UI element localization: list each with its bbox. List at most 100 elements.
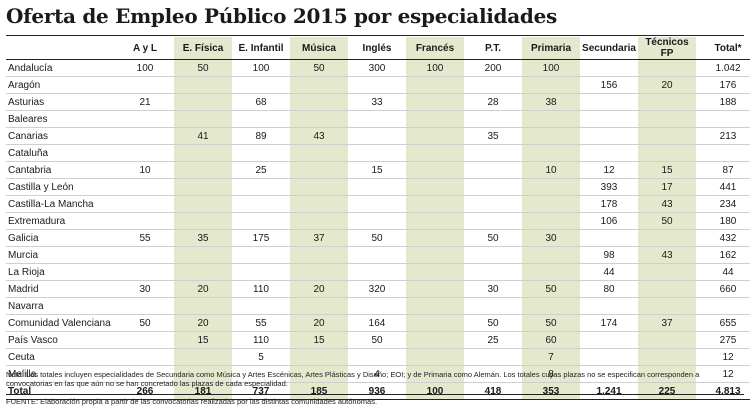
value-cell: 15 <box>174 331 232 349</box>
value-cell <box>638 127 696 145</box>
value-cell: 432 <box>696 229 750 247</box>
value-cell <box>232 263 290 281</box>
region-cell: Castilla-La Mancha <box>6 195 116 213</box>
value-cell: 100 <box>406 382 464 400</box>
value-cell <box>464 110 522 128</box>
value-cell <box>290 144 348 162</box>
value-cell: 737 <box>232 382 290 400</box>
value-cell <box>116 178 174 196</box>
value-cell <box>232 110 290 128</box>
value-cell: 30 <box>116 280 174 298</box>
region-cell: Cantabria <box>6 161 116 179</box>
value-cell <box>406 161 464 179</box>
column-header: Primaria <box>522 37 580 60</box>
value-cell: 50 <box>638 212 696 230</box>
value-cell <box>290 93 348 111</box>
value-cell: 17 <box>638 178 696 196</box>
value-cell: 441 <box>696 178 750 196</box>
value-cell: 44 <box>696 263 750 281</box>
value-cell <box>406 144 464 162</box>
value-cell: 418 <box>464 382 522 400</box>
value-cell <box>348 263 406 281</box>
value-cell <box>522 246 580 264</box>
value-cell: 55 <box>232 314 290 332</box>
table-row: Comunidad Valenciana 50 20 55 20 164 50 50 174 37… <box>6 314 750 332</box>
value-cell <box>116 212 174 230</box>
value-cell <box>406 212 464 230</box>
column-header: Técnicos FP <box>638 37 696 60</box>
value-cell <box>116 76 174 94</box>
value-cell: 4.813 <box>696 382 750 400</box>
value-cell <box>696 297 750 315</box>
value-cell <box>522 297 580 315</box>
table-row: País Vasco 15 110 15 50 25 60 275 <box>6 331 750 349</box>
region-cell: Ceuta <box>6 348 116 366</box>
table-title: Oferta de Empleo Público 2015 por especi… <box>6 4 557 28</box>
value-cell <box>464 76 522 94</box>
value-cell <box>116 348 174 366</box>
value-cell <box>348 76 406 94</box>
column-header: E. Física <box>174 37 232 60</box>
value-cell <box>290 297 348 315</box>
value-cell: 50 <box>348 229 406 247</box>
value-cell: 393 <box>580 178 638 196</box>
employment-table: A y L E. Física E. Infantil Música Inglés Fra… <box>6 37 750 400</box>
value-cell: 200 <box>464 59 522 77</box>
value-cell: 80 <box>580 280 638 298</box>
value-cell: 106 <box>580 212 638 230</box>
value-cell: 180 <box>696 212 750 230</box>
column-header: Francés <box>406 37 464 60</box>
value-cell: 5 <box>232 348 290 366</box>
value-cell: 50 <box>174 59 232 77</box>
column-header: Secundaria <box>580 37 638 60</box>
value-cell <box>464 348 522 366</box>
value-cell <box>348 127 406 145</box>
value-cell <box>580 110 638 128</box>
value-cell <box>116 331 174 349</box>
value-cell: 100 <box>406 59 464 77</box>
value-cell <box>464 161 522 179</box>
value-cell: 28 <box>464 93 522 111</box>
table-body: Andalucía 100 50 100 50 300 100 200 100 1.042 Arag… <box>6 59 750 400</box>
value-cell <box>116 195 174 213</box>
value-cell <box>116 127 174 145</box>
value-cell <box>290 161 348 179</box>
value-cell <box>406 348 464 366</box>
value-cell <box>116 263 174 281</box>
value-cell <box>290 76 348 94</box>
value-cell: 33 <box>348 93 406 111</box>
value-cell <box>348 246 406 264</box>
column-header: E. Infantil <box>232 37 290 60</box>
value-cell: 89 <box>232 127 290 145</box>
value-cell <box>116 144 174 162</box>
value-cell <box>464 144 522 162</box>
region-cell: Cataluña <box>6 144 116 162</box>
source-text: FUENTE: Elaboración propia a partir de l… <box>6 394 744 406</box>
value-cell <box>406 331 464 349</box>
value-cell <box>522 127 580 145</box>
value-cell: 181 <box>174 382 232 400</box>
region-cell: Andalucía <box>6 59 116 77</box>
value-cell: 213 <box>696 127 750 145</box>
table-row: Castilla-La Mancha 178 43 234 <box>6 195 750 213</box>
value-cell <box>348 178 406 196</box>
value-cell <box>174 297 232 315</box>
value-cell: 20 <box>290 314 348 332</box>
value-cell <box>522 195 580 213</box>
value-cell <box>290 178 348 196</box>
value-cell: 110 <box>232 280 290 298</box>
value-cell <box>580 127 638 145</box>
region-cell: Baleares <box>6 110 116 128</box>
value-cell <box>174 263 232 281</box>
value-cell <box>174 178 232 196</box>
value-cell <box>580 297 638 315</box>
value-cell: 164 <box>348 314 406 332</box>
value-cell: 175 <box>232 229 290 247</box>
value-cell: 20 <box>638 76 696 94</box>
value-cell <box>406 365 464 383</box>
value-cell: 320 <box>348 280 406 298</box>
region-cell: Total <box>6 382 116 400</box>
region-cell: La Rioja <box>6 263 116 281</box>
value-cell: 37 <box>638 314 696 332</box>
value-cell: 37 <box>290 229 348 247</box>
